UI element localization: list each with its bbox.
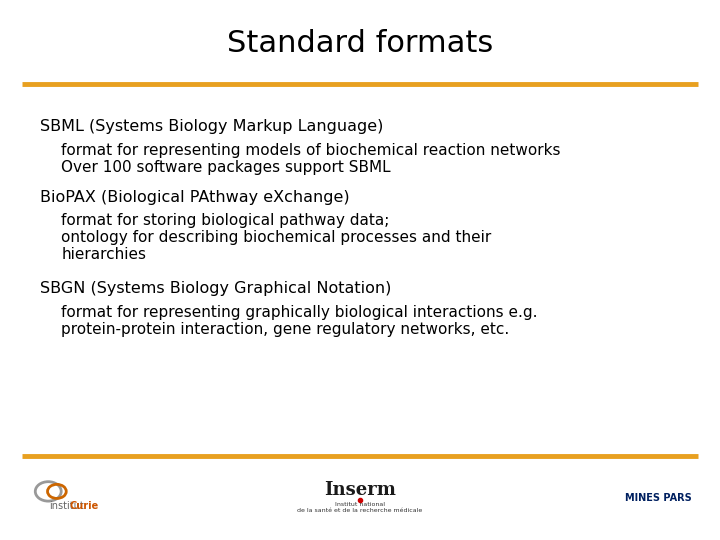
Text: Over 100 software packages support SBML: Over 100 software packages support SBML [61,160,391,175]
Text: institut: institut [49,501,84,511]
Text: SBML (Systems Biology Markup Language): SBML (Systems Biology Markup Language) [40,119,383,134]
Text: hierarchies: hierarchies [61,247,146,262]
Text: format for storing biological pathway data;: format for storing biological pathway da… [61,213,390,228]
Text: SBGN (Systems Biology Graphical Notation): SBGN (Systems Biology Graphical Notation… [40,281,391,296]
Text: format for representing models of biochemical reaction networks: format for representing models of bioche… [61,143,561,158]
Text: format for representing graphically biological interactions e.g.: format for representing graphically biol… [61,305,538,320]
Text: Standard formats: Standard formats [227,29,493,58]
Text: Inserm: Inserm [324,481,396,500]
Text: MINES PARS: MINES PARS [626,493,692,503]
Text: BioPAX (Biological PAthway eXchange): BioPAX (Biological PAthway eXchange) [40,190,349,205]
Text: Institut national
de la santé et de la recherche médicale: Institut national de la santé et de la r… [297,502,423,513]
Text: protein-protein interaction, gene regulatory networks, etc.: protein-protein interaction, gene regula… [61,322,510,337]
Text: ontology for describing biochemical processes and their: ontology for describing biochemical proc… [61,230,492,245]
Text: Curie: Curie [69,501,99,511]
